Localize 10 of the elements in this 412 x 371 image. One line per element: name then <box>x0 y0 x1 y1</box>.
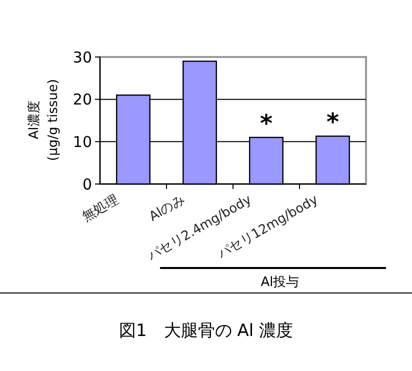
text: 図1 大腿骨の Al 濃度 <box>119 321 293 341</box>
y-tick-label: 30 <box>72 48 92 66</box>
text: Al投与 <box>260 275 300 290</box>
annotation: * <box>260 109 273 138</box>
y-axis-title: Al濃度 (μg/g tissue) <box>26 79 61 161</box>
annotation: * <box>326 108 340 136</box>
y-tick-label: 0 <box>82 175 92 194</box>
x-tick-label: 無処理 <box>80 192 122 225</box>
y-tick-label: 20 <box>72 90 92 109</box>
y-tick-label: 10 <box>72 132 92 151</box>
